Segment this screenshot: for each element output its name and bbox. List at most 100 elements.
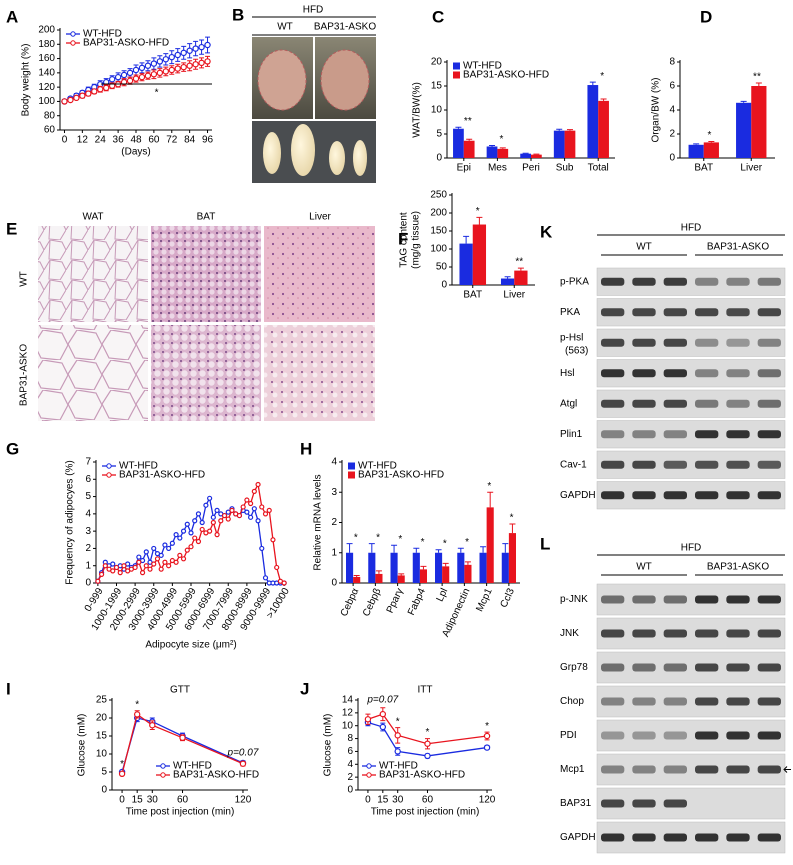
bar — [508, 533, 516, 583]
marker — [126, 69, 134, 77]
blot-strip — [596, 389, 786, 418]
blot-band — [632, 697, 656, 706]
blot-band — [695, 731, 719, 740]
marker — [117, 570, 123, 576]
row-label: PDI — [560, 730, 577, 741]
blot-band — [663, 731, 687, 740]
bar — [457, 552, 465, 583]
blot-band — [632, 399, 656, 408]
marker — [188, 530, 194, 536]
x-tick-label: 96 — [202, 135, 214, 146]
marker — [424, 752, 431, 760]
marker — [158, 552, 164, 558]
marker — [108, 76, 116, 83]
x-tick-label: Mcp1 — [474, 586, 494, 613]
x-tick-label: Liver — [740, 163, 762, 174]
marker — [274, 564, 280, 571]
marker — [166, 545, 172, 552]
blot-strip — [596, 298, 786, 327]
marker — [126, 77, 134, 84]
marker — [158, 566, 164, 572]
marker — [364, 716, 372, 723]
error-bar — [600, 98, 607, 101]
blot-band — [663, 430, 687, 439]
y-tick-label: 50 — [436, 262, 448, 273]
blot-band — [601, 833, 625, 842]
x-tick-label: Sub — [556, 163, 574, 174]
error-bar — [413, 547, 420, 553]
blot-band — [726, 491, 750, 500]
marker — [192, 535, 198, 541]
error-bar — [708, 140, 715, 143]
marker — [255, 518, 261, 524]
marker — [162, 542, 168, 548]
marker — [156, 58, 164, 65]
marker — [147, 566, 153, 572]
blot-band — [757, 277, 781, 286]
panel-letter: I — [6, 679, 11, 698]
error-bar — [398, 573, 405, 576]
legend-swatch — [453, 71, 460, 79]
y-tick-label: 60 — [44, 125, 56, 136]
error-bar — [463, 235, 470, 244]
significance-label: * — [487, 481, 491, 492]
marker — [198, 43, 205, 51]
marker — [239, 760, 247, 767]
y-axis-label: Glucose (mM) — [323, 714, 334, 777]
marker — [180, 556, 187, 562]
blot-strip — [596, 719, 786, 752]
group-label: WT — [636, 242, 652, 253]
marker — [169, 540, 175, 546]
marker — [144, 72, 152, 79]
blot-band — [695, 399, 719, 408]
marker — [270, 537, 276, 543]
marker — [174, 51, 181, 59]
blot-strip — [596, 328, 786, 357]
blot-band — [757, 697, 781, 706]
legend-swatch — [453, 62, 460, 70]
y-tick-label: 3 — [85, 526, 91, 537]
y-tick-label: 2 — [85, 543, 91, 554]
blot-band — [601, 595, 625, 604]
blot-band — [601, 460, 625, 469]
y-tick-label: 2 — [669, 129, 675, 140]
marker — [154, 556, 161, 562]
row-label: p-PKA — [560, 276, 589, 287]
marker — [120, 71, 128, 79]
row-sublabel: (563) — [565, 345, 588, 356]
blot-band — [663, 369, 687, 378]
marker — [144, 62, 152, 69]
marker — [151, 561, 157, 567]
y-tick-label: 8 — [669, 57, 675, 68]
y-tick-label: 6 — [669, 81, 675, 92]
marker — [132, 564, 138, 571]
row-label: Grp78 — [560, 662, 588, 673]
marker — [149, 722, 156, 729]
x-tick-label: Cebpβ — [361, 587, 384, 619]
group-label: WT — [277, 22, 293, 33]
fat-pad — [291, 124, 315, 176]
row-label: WT — [19, 271, 30, 287]
blot-band — [695, 491, 719, 500]
row-label: GAPDH — [560, 490, 596, 501]
marker — [483, 732, 491, 740]
blot-band — [663, 663, 687, 672]
blot-band — [601, 277, 625, 286]
x-tick-label: Fabp4 — [406, 586, 428, 617]
significance-label: p=0.07 — [227, 747, 259, 758]
blot-band — [757, 399, 781, 408]
blot-band — [601, 663, 625, 672]
row-label: PKA — [560, 307, 580, 318]
marker — [195, 538, 202, 545]
panel-b: B HFD WT BAP31-ASKO — [232, 5, 376, 183]
marker — [248, 514, 254, 520]
panel-e: E WAT BAT Liver WT BAP31-ASKO — [6, 212, 375, 421]
legend-label: BAP31-ASKO-HFD — [358, 470, 444, 481]
y-axis-label: Body weight (%) — [21, 44, 32, 117]
marker — [113, 564, 120, 571]
x-tick-label: BAT — [463, 290, 482, 301]
column-label: WAT — [82, 212, 103, 223]
blot-band — [663, 833, 687, 842]
column-label: BAT — [197, 212, 216, 223]
marker — [67, 96, 74, 104]
